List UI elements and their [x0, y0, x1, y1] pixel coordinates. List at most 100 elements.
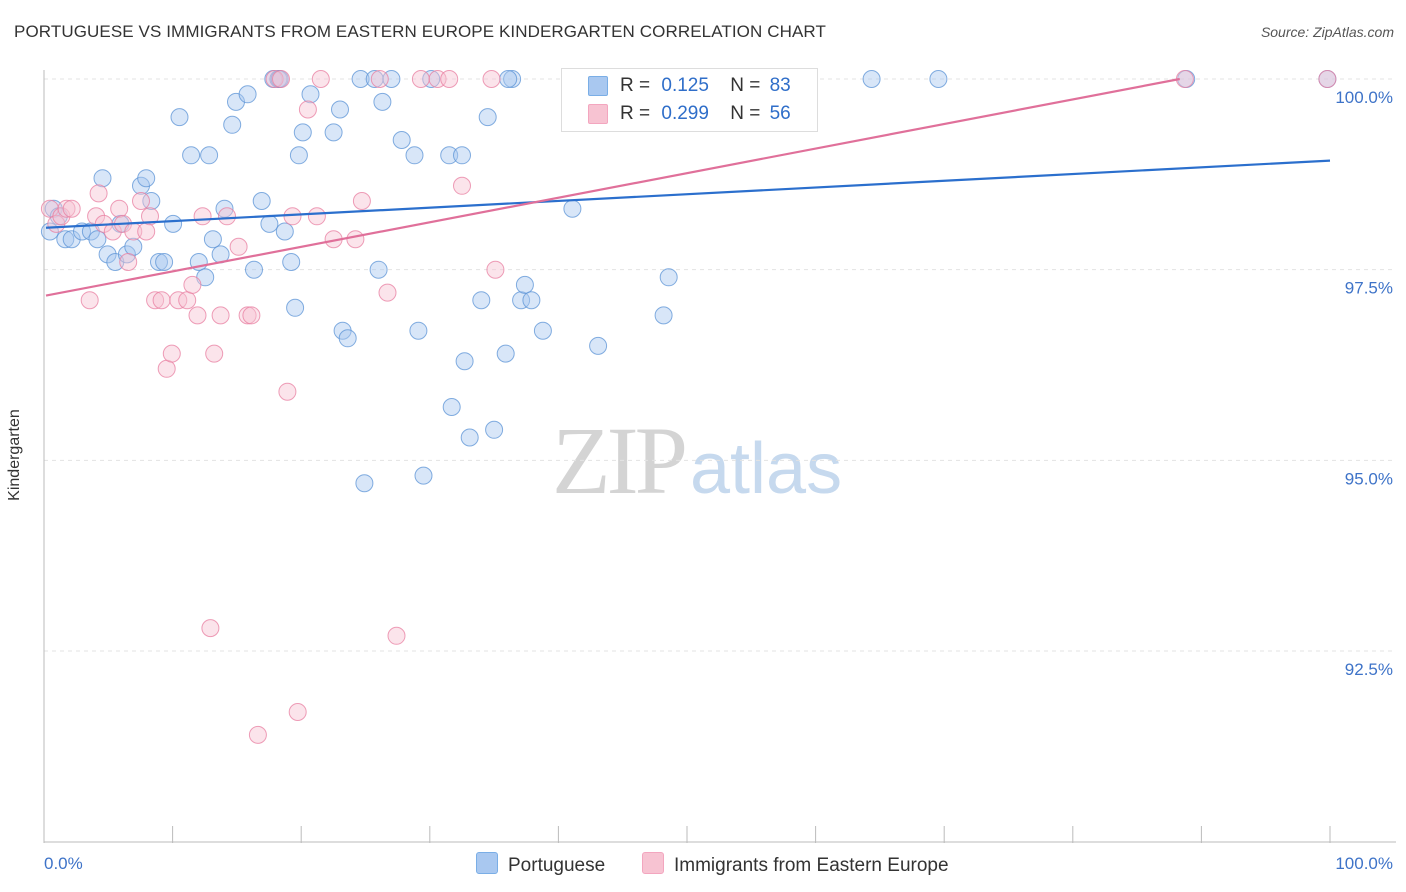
data-point-portuguese: [142, 192, 161, 210]
data-point-portuguese: [369, 260, 388, 279]
data-point-portuguese: [414, 466, 433, 485]
legend-r-value: 0.125: [661, 75, 709, 96]
y-tick-label: 100.0%: [1335, 88, 1393, 107]
legend-row-eastern-europe: R = 0.299 N = 56: [620, 103, 791, 125]
data-point-eastern-europe: [283, 207, 302, 226]
data-point-eastern-europe: [188, 306, 207, 325]
data-point-eastern-europe: [119, 253, 138, 271]
data-point-portuguese: [460, 428, 479, 447]
data-point-portuguese: [929, 70, 948, 88]
data-point-eastern-europe: [411, 70, 430, 88]
series-legend-eastern-europe: Immigrants from Eastern Europe: [642, 852, 949, 877]
data-point-eastern-europe: [178, 291, 197, 310]
data-point-eastern-europe: [162, 344, 181, 363]
legend-n-value: 83: [769, 75, 791, 96]
series-swatch: [642, 852, 664, 874]
data-point-eastern-europe: [62, 199, 81, 218]
correlation-legend: R = 0.125 N = 83 R = 0.299 N = 56: [561, 68, 818, 132]
data-point-portuguese: [170, 108, 189, 127]
data-point-eastern-europe: [193, 207, 212, 226]
data-point-portuguese: [223, 115, 242, 134]
data-point-portuguese: [282, 253, 301, 271]
legend-r-label: R =: [620, 103, 651, 124]
x-tick-label: 0.0%: [44, 854, 83, 873]
data-point-eastern-europe: [57, 199, 76, 218]
data-point-portuguese: [324, 123, 343, 142]
data-point-eastern-europe: [1318, 70, 1337, 88]
data-point-portuguese: [533, 321, 552, 340]
data-point-portuguese: [373, 92, 392, 111]
data-point-portuguese: [405, 146, 424, 165]
legend-n-label: N =: [730, 75, 761, 96]
data-point-portuguese: [659, 268, 678, 287]
data-point-portuguese: [409, 321, 428, 340]
data-point-eastern-europe: [288, 703, 307, 721]
y-axis-title: Kindergarten: [6, 409, 23, 501]
legend-row-portuguese: R = 0.125 N = 83: [620, 75, 791, 97]
data-point-portuguese: [245, 260, 263, 279]
data-point-portuguese: [442, 398, 461, 416]
data-point-eastern-europe: [298, 100, 317, 119]
legend-r-label: R =: [620, 75, 651, 96]
data-point-portuguese: [355, 474, 374, 493]
x-tick-label: 100.0%: [1335, 854, 1393, 873]
data-point-eastern-europe: [146, 291, 165, 310]
data-point-portuguese: [455, 352, 474, 371]
data-point-eastern-europe: [201, 619, 220, 638]
series-swatch: [476, 852, 498, 874]
y-tick-label: 97.5%: [1345, 279, 1393, 298]
data-point-portuguese: [499, 70, 518, 88]
data-point-eastern-europe: [238, 306, 257, 325]
data-point-eastern-europe: [453, 176, 471, 195]
data-point-eastern-europe: [229, 237, 248, 256]
data-point-eastern-europe: [103, 222, 122, 241]
data-point-portuguese: [286, 298, 305, 317]
data-point-portuguese: [238, 85, 257, 104]
data-point-eastern-europe: [482, 70, 501, 88]
data-point-eastern-europe: [387, 626, 406, 645]
series-label: Immigrants from Eastern Europe: [674, 855, 949, 876]
data-point-eastern-europe: [183, 275, 202, 294]
data-point-portuguese: [124, 237, 143, 256]
data-point-portuguese: [137, 169, 156, 188]
data-point-portuguese: [150, 253, 168, 271]
data-point-portuguese: [62, 230, 81, 249]
data-point-portuguese: [338, 329, 357, 348]
data-point-portuguese: [515, 275, 534, 294]
y-tick-label: 95.0%: [1345, 469, 1393, 488]
data-point-portuguese: [215, 199, 234, 218]
data-point-portuguese: [275, 222, 294, 241]
data-point-eastern-europe: [80, 291, 99, 310]
data-point-portuguese: [293, 123, 312, 142]
data-point-portuguese: [252, 192, 271, 210]
data-point-portuguese: [392, 131, 411, 149]
y-tick-label: 92.5%: [1345, 660, 1393, 679]
data-point-eastern-europe: [110, 199, 129, 218]
data-point-eastern-europe: [307, 207, 326, 226]
data-point-portuguese: [93, 169, 112, 188]
source-credit: Source: ZipAtlas.com: [1260, 24, 1394, 40]
trend-line-portuguese: [45, 159, 1331, 229]
data-point-eastern-europe: [346, 230, 365, 249]
data-point-eastern-europe: [157, 359, 176, 378]
legend-swatch-portuguese: [588, 76, 608, 96]
legend-swatch-eastern-europe: [588, 104, 608, 124]
data-point-portuguese: [440, 146, 459, 165]
data-point-portuguese: [862, 70, 881, 88]
legend-n-label: N =: [730, 103, 761, 124]
data-point-eastern-europe: [265, 70, 284, 88]
data-point-eastern-europe: [152, 291, 171, 310]
watermark-atlas: atlas: [690, 429, 843, 509]
data-point-eastern-europe: [141, 207, 159, 226]
data-point-portuguese: [88, 230, 107, 249]
data-point-portuguese: [289, 146, 308, 165]
data-point-eastern-europe: [311, 70, 330, 88]
data-point-portuguese: [478, 108, 497, 127]
data-point-eastern-europe: [132, 192, 150, 210]
trend-line-eastern-europe: [45, 77, 1180, 297]
data-point-portuguese: [351, 70, 370, 88]
data-point-eastern-europe: [352, 192, 371, 210]
data-point-portuguese: [301, 85, 320, 104]
data-point-portuguese: [654, 306, 673, 325]
